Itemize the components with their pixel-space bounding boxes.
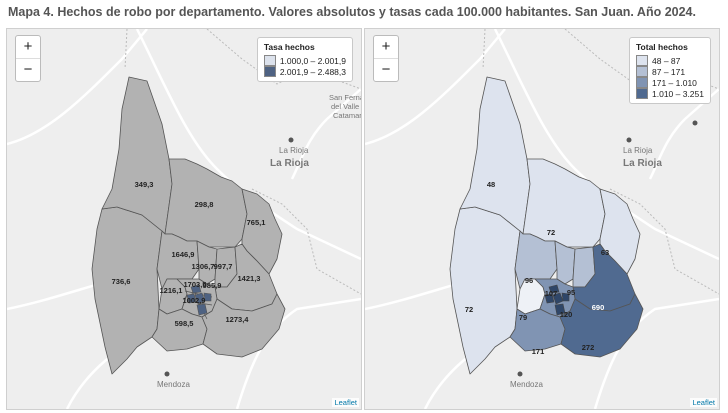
- legend-swatch: [636, 55, 648, 66]
- department-chimbas[interactable]: [548, 284, 560, 294]
- city-marker: [517, 371, 523, 377]
- label-25-de-mayo: 272: [582, 343, 595, 352]
- department-rawson[interactable]: [554, 303, 566, 316]
- total-legend-item: 48 – 87: [636, 55, 704, 66]
- page-title: Mapa 4. Hechos de robo por departamento.…: [8, 5, 696, 19]
- label-rawson: 1002,9: [183, 296, 206, 305]
- label-caucete: 690: [592, 303, 605, 312]
- rate-map-canvas: La Rioja La Rioja Mendoza San Ferna del …: [7, 29, 361, 409]
- label-angaco: 1306,7: [192, 262, 215, 271]
- zoom-in-button[interactable]: +: [16, 36, 40, 59]
- label-zonda: 1216,1: [160, 286, 183, 295]
- label-iglesia: 349,3: [135, 180, 154, 189]
- place-label: La Rioja: [279, 146, 309, 155]
- attribution-link[interactable]: Leaflet: [332, 398, 359, 407]
- label-sarmiento: 171: [532, 347, 545, 356]
- rate-legend-item: 2.001,9 – 2.488,3: [263, 66, 346, 77]
- place-label: Mendoza: [157, 380, 190, 389]
- label-valle-fertil: 765,1: [247, 218, 266, 227]
- total-legend-title: Total hechos: [636, 42, 688, 52]
- legend-label: 1.010 – 3.251: [652, 88, 704, 99]
- place-label: San Ferna: [329, 93, 361, 102]
- total-labels: 48 72 63 72 96 107 95 690 79 120 171 272: [465, 180, 609, 356]
- zoom-out-button[interactable]: −: [23, 61, 33, 78]
- department-angaco[interactable]: [554, 240, 576, 285]
- label-valle-fertil: 63: [601, 248, 609, 257]
- total-legend: Total hechos 48 – 87 87 – 171 171 – 1.01…: [629, 37, 711, 104]
- label-ullum: 1646,9: [172, 250, 195, 259]
- zoom-in-button[interactable]: +: [374, 36, 398, 59]
- legend-swatch: [263, 66, 276, 77]
- department-iglesia[interactable]: [459, 76, 531, 235]
- total-legend-item: 171 – 1.010: [636, 77, 704, 88]
- label-san-martin: 997,7: [214, 262, 233, 271]
- label-jachal: 298,8: [195, 200, 214, 209]
- zoom-control: + −: [373, 35, 399, 82]
- label-9-de-julio: 985,9: [203, 281, 222, 290]
- label-angaco: 107: [545, 289, 558, 298]
- label-caucete: 1421,3: [238, 274, 261, 283]
- rate-map[interactable]: + − Tasa hechos 1.000,0 – 2.001,9 2.001,…: [6, 28, 362, 410]
- legend-label: 48 – 87: [652, 55, 681, 66]
- label-san-martin: 95: [567, 288, 575, 297]
- department-calingasta[interactable]: [91, 206, 163, 375]
- legend-label: 171 – 1.010: [652, 77, 697, 88]
- label-rawson: 120: [560, 310, 573, 319]
- label-25-de-mayo: 1273,4: [226, 315, 250, 324]
- basemap-roads: [365, 29, 719, 409]
- legend-swatch: [263, 55, 276, 66]
- label-jachal: 72: [547, 228, 555, 237]
- central-departments: [544, 284, 570, 316]
- high-rate-departments: [186, 284, 212, 316]
- total-map-canvas: La Rioja La Rioja Mendoza 48 72: [365, 29, 719, 409]
- department-santa-lucia[interactable]: [561, 292, 570, 302]
- legend-label: 2.001,9 – 2.488,3: [279, 66, 346, 77]
- city-marker: [692, 120, 698, 126]
- label-iglesia: 48: [487, 180, 495, 189]
- rate-labels: 349,3 298,8 765,1 736,6 1646,9 1306,7 99…: [112, 180, 266, 328]
- city-marker: [288, 137, 294, 143]
- legend-swatch: [636, 66, 648, 77]
- zoom-out-button[interactable]: −: [381, 61, 391, 78]
- department-25-de-mayo[interactable]: [201, 293, 286, 358]
- label-sarmiento: 598,5: [175, 319, 194, 328]
- department-santa-lucia[interactable]: [203, 292, 212, 302]
- department-jachal[interactable]: [522, 158, 606, 248]
- department-calingasta[interactable]: [449, 206, 521, 375]
- total-legend-item: 87 – 171: [636, 66, 704, 77]
- department-angaco[interactable]: [196, 240, 218, 285]
- label-zonda: 79: [519, 313, 527, 322]
- legend-swatch: [636, 77, 648, 88]
- department-rawson[interactable]: [196, 303, 208, 316]
- label-ullum: 96: [525, 276, 533, 285]
- place-label: La Rioja: [270, 158, 309, 169]
- legend-label: 87 – 171: [652, 66, 686, 77]
- department-chimbas[interactable]: [190, 284, 202, 294]
- department-polygons: [449, 76, 644, 375]
- place-label: del Valle: [331, 102, 359, 111]
- city-marker: [164, 371, 170, 377]
- legend-label: 1.000,0 – 2.001,9: [279, 55, 346, 66]
- rate-legend-item: 1.000,0 – 2.001,9: [263, 55, 346, 66]
- label-calingasta: 736,6: [112, 277, 131, 286]
- label-calingasta: 72: [465, 305, 473, 314]
- legend-swatch: [636, 88, 648, 99]
- zoom-control: + −: [15, 35, 41, 82]
- city-marker: [626, 137, 632, 143]
- total-legend-item: 1.010 – 3.251: [636, 88, 704, 99]
- place-label: La Rioja: [623, 158, 662, 169]
- rate-legend-title: Tasa hechos: [263, 42, 315, 52]
- attribution-link[interactable]: Leaflet: [690, 398, 717, 407]
- department-rivadavia[interactable]: [544, 293, 555, 304]
- department-25-de-mayo[interactable]: [559, 293, 644, 358]
- place-label: Mendoza: [510, 380, 543, 389]
- place-label: La Rioja: [623, 146, 653, 155]
- rate-legend: Tasa hechos 1.000,0 – 2.001,9 2.001,9 – …: [256, 37, 353, 82]
- place-label: Catamar: [333, 111, 361, 120]
- department-iglesia[interactable]: [101, 76, 173, 235]
- total-map[interactable]: + − Total hechos 48 – 87 87 – 171 171 – …: [364, 28, 720, 410]
- label-chimbas: 1703,5: [184, 280, 207, 289]
- department-rivadavia[interactable]: [186, 293, 197, 304]
